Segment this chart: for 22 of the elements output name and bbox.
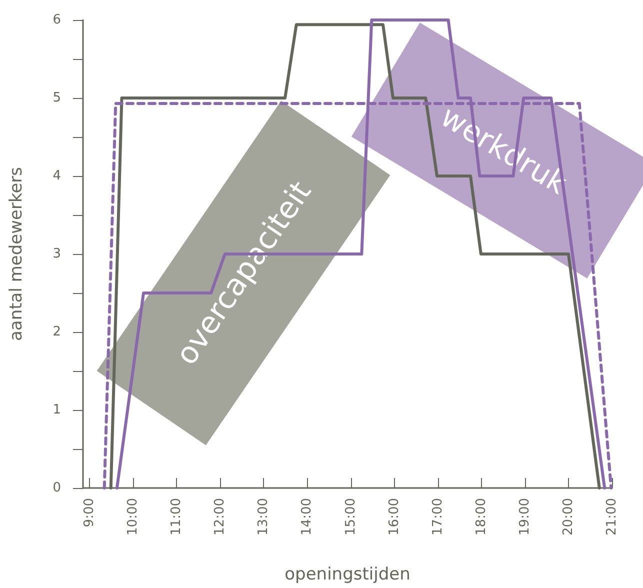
y-axis-title: aantal medewerkers bbox=[6, 166, 26, 341]
x-tick-label: 13:00 bbox=[256, 498, 272, 536]
x-tick-label: 17:00 bbox=[430, 498, 446, 536]
x-tick-label: 21:00 bbox=[604, 498, 620, 536]
x-tick-label: 9:00 bbox=[82, 498, 98, 528]
x-tick-label: 14:00 bbox=[300, 498, 315, 536]
x-tick-label: 16:00 bbox=[386, 498, 402, 536]
x-tick-label: 11:00 bbox=[169, 498, 184, 536]
y-tick-label: 4 bbox=[52, 168, 61, 184]
y-tick-label: 0 bbox=[52, 480, 61, 496]
x-tick-label: 10:00 bbox=[126, 498, 141, 536]
y-tick-label: 2 bbox=[52, 324, 61, 340]
x-tick-label: 20:00 bbox=[560, 498, 576, 536]
x-tick-label: 12:00 bbox=[212, 498, 228, 536]
x-tick-label: 15:00 bbox=[343, 498, 358, 536]
y-tick-label: 6 bbox=[52, 12, 61, 28]
x-axis-title: openingstijden bbox=[284, 564, 410, 584]
x-tick-label: 19:00 bbox=[517, 498, 532, 536]
x-tick-label: 18:00 bbox=[474, 498, 489, 536]
y-tick-label: 1 bbox=[52, 402, 61, 418]
y-tick-label: 5 bbox=[52, 90, 61, 106]
y-tick-label: 3 bbox=[52, 246, 61, 262]
